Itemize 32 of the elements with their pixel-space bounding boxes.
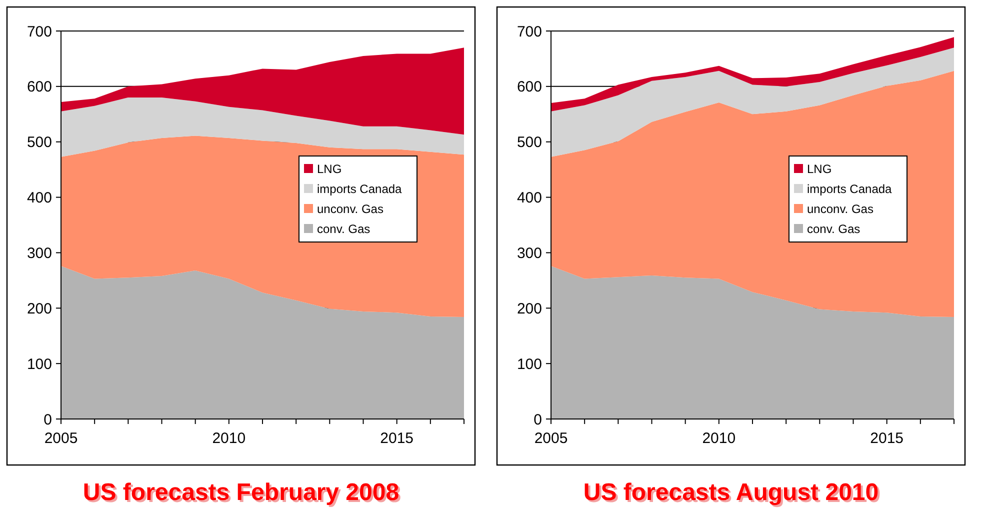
y-tick-label: 700 xyxy=(26,23,52,40)
legend-label: conv. Gas xyxy=(807,222,860,236)
y-tick-label: 200 xyxy=(516,300,542,318)
y-tick-label: 500 xyxy=(516,134,542,152)
x-tick-label: 2005 xyxy=(534,430,568,447)
x-tick-label: 2010 xyxy=(702,430,736,447)
legend-label: imports Canada xyxy=(317,182,402,196)
x-tick-label: 2005 xyxy=(44,430,78,447)
legend-label: LNG xyxy=(807,162,832,176)
y-tick-label: 200 xyxy=(26,300,52,318)
y-tick-label: 300 xyxy=(516,244,542,262)
legend-label: conv. Gas xyxy=(317,222,370,236)
legend-label: unconv. Gas xyxy=(807,202,874,216)
y-tick-label: 600 xyxy=(516,78,542,96)
y-tick-label: 700 xyxy=(516,23,542,40)
y-tick-label: 600 xyxy=(26,78,52,96)
y-tick-label: 400 xyxy=(516,190,542,207)
y-tick-label: 100 xyxy=(26,356,52,373)
legend-label: imports Canada xyxy=(807,182,892,196)
text: US forecasts August 2010 xyxy=(583,479,879,506)
y-tick-label: 300 xyxy=(26,244,52,262)
x-tick-label: 2015 xyxy=(380,430,414,447)
y-tick-label: 0 xyxy=(44,411,52,428)
x-tick-label: 2015 xyxy=(870,430,904,447)
y-tick-label: 0 xyxy=(534,411,542,428)
y-tick-label: 500 xyxy=(26,134,52,152)
text: US forecasts February 2008 xyxy=(82,479,400,506)
legend-label: unconv. Gas xyxy=(317,202,384,216)
y-tick-label: 400 xyxy=(26,190,52,207)
legend-label: LNG xyxy=(317,162,342,176)
y-tick-label: 100 xyxy=(516,356,542,373)
x-tick-label: 2010 xyxy=(212,430,246,447)
